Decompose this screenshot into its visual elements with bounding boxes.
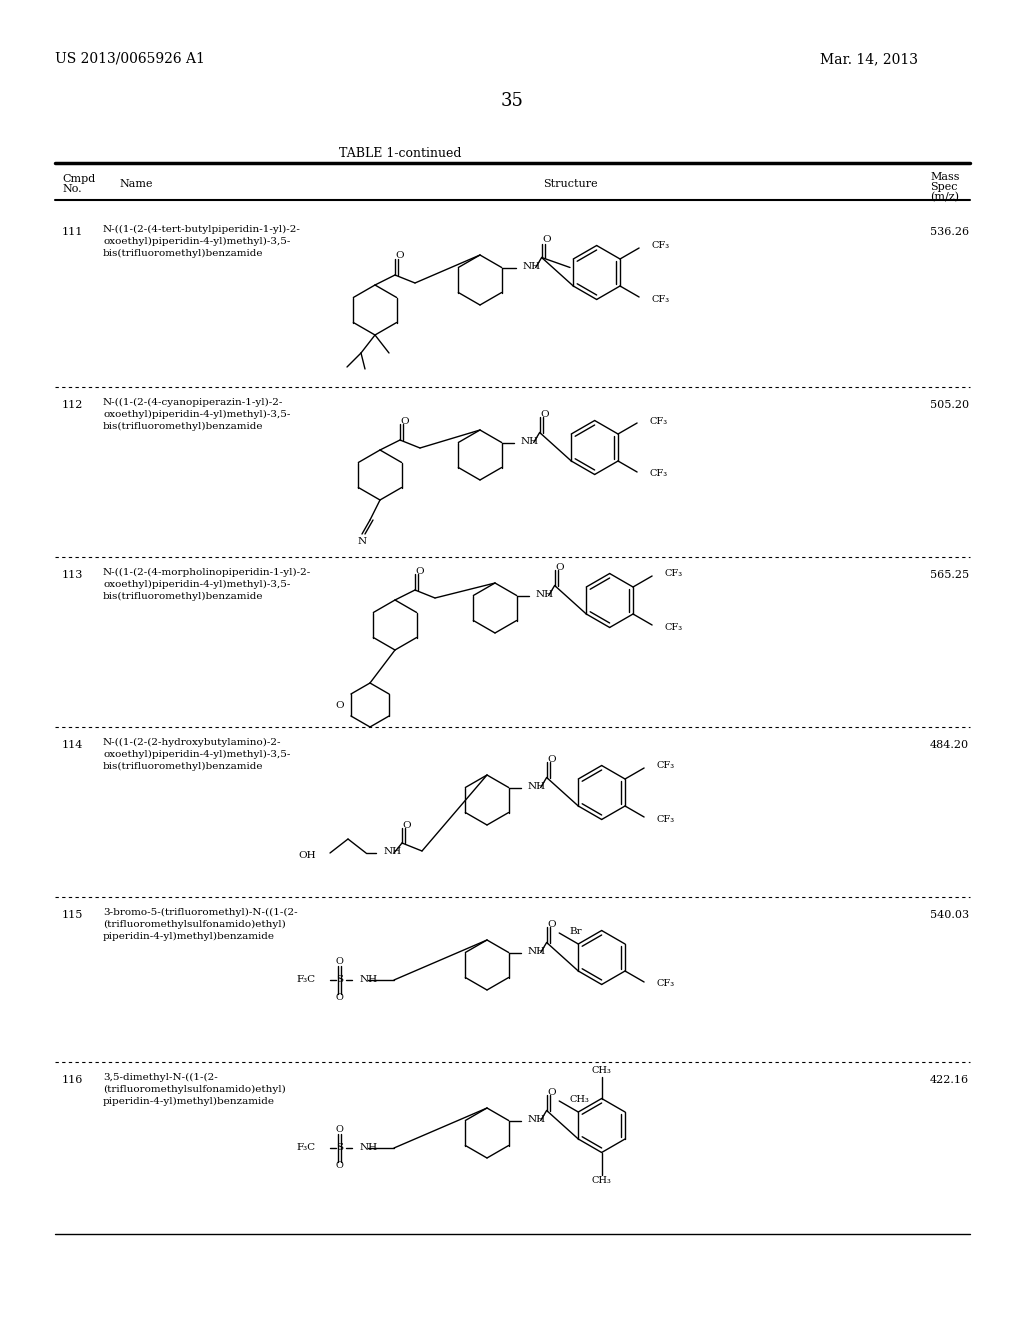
Text: (trifluoromethylsulfonamido)ethyl): (trifluoromethylsulfonamido)ethyl) <box>103 1085 286 1094</box>
Text: Name: Name <box>119 180 153 189</box>
Text: NH: NH <box>520 437 539 446</box>
Text: piperidin-4-yl)methyl)benzamide: piperidin-4-yl)methyl)benzamide <box>103 932 275 941</box>
Text: O: O <box>336 701 344 710</box>
Text: 112: 112 <box>61 400 83 411</box>
Text: N: N <box>357 537 367 546</box>
Text: 111: 111 <box>61 227 83 238</box>
Text: O: O <box>543 235 551 244</box>
Text: 540.03: 540.03 <box>930 909 969 920</box>
Text: NH: NH <box>384 847 402 857</box>
Text: NH: NH <box>527 946 546 956</box>
Text: O: O <box>395 251 404 260</box>
Text: CH₃: CH₃ <box>592 1176 611 1185</box>
Text: NH: NH <box>527 781 546 791</box>
Text: O: O <box>335 1162 343 1171</box>
Text: N-((1-(2-(4-tert-butylpiperidin-1-yl)-2-: N-((1-(2-(4-tert-butylpiperidin-1-yl)-2- <box>103 224 301 234</box>
Text: S: S <box>337 1143 344 1152</box>
Text: O: O <box>335 957 343 966</box>
Text: NH: NH <box>360 1143 378 1151</box>
Text: Br: Br <box>569 927 582 936</box>
Text: O: O <box>335 994 343 1002</box>
Text: 114: 114 <box>61 741 83 750</box>
Text: O: O <box>335 1126 343 1134</box>
Text: CF₃: CF₃ <box>656 762 674 771</box>
Text: O: O <box>400 417 410 426</box>
Text: N-((1-(2-(4-cyanopiperazin-1-yl)-2-: N-((1-(2-(4-cyanopiperazin-1-yl)-2- <box>103 399 284 407</box>
Text: N-((1-(2-(2-hydroxybutylamino)-2-: N-((1-(2-(2-hydroxybutylamino)-2- <box>103 738 282 747</box>
Text: (m/z): (m/z) <box>930 191 959 202</box>
Text: NH: NH <box>522 261 541 271</box>
Text: bis(trifluoromethyl)benzamide: bis(trifluoromethyl)benzamide <box>103 422 263 432</box>
Text: O: O <box>555 564 564 572</box>
Text: CF₃: CF₃ <box>649 417 668 425</box>
Text: 505.20: 505.20 <box>930 400 969 411</box>
Text: F₃C: F₃C <box>297 1143 316 1152</box>
Text: bis(trifluoromethyl)benzamide: bis(trifluoromethyl)benzamide <box>103 249 263 259</box>
Text: CH₃: CH₃ <box>569 1094 589 1104</box>
Text: CF₃: CF₃ <box>656 979 674 989</box>
Text: Spec: Spec <box>930 182 957 191</box>
Text: S: S <box>337 975 344 985</box>
Text: O: O <box>548 920 556 929</box>
Text: 116: 116 <box>61 1074 83 1085</box>
Text: Cmpd: Cmpd <box>62 174 95 183</box>
Text: bis(trifluoromethyl)benzamide: bis(trifluoromethyl)benzamide <box>103 762 263 771</box>
Text: Structure: Structure <box>543 180 597 189</box>
Text: 3,5-dimethyl-N-((1-(2-: 3,5-dimethyl-N-((1-(2- <box>103 1073 218 1082</box>
Text: oxoethyl)piperidin-4-yl)methyl)-3,5-: oxoethyl)piperidin-4-yl)methyl)-3,5- <box>103 238 291 246</box>
Text: O: O <box>548 755 556 764</box>
Text: NH: NH <box>536 590 554 599</box>
Text: CF₃: CF₃ <box>665 569 682 578</box>
Text: CF₃: CF₃ <box>665 623 682 631</box>
Text: 422.16: 422.16 <box>930 1074 969 1085</box>
Text: CF₃: CF₃ <box>656 814 674 824</box>
Text: oxoethyl)piperidin-4-yl)methyl)-3,5-: oxoethyl)piperidin-4-yl)methyl)-3,5- <box>103 411 291 420</box>
Text: oxoethyl)piperidin-4-yl)methyl)-3,5-: oxoethyl)piperidin-4-yl)methyl)-3,5- <box>103 750 291 759</box>
Text: CH₃: CH₃ <box>592 1067 611 1074</box>
Text: O: O <box>402 821 412 830</box>
Text: 565.25: 565.25 <box>930 570 969 579</box>
Text: CF₃: CF₃ <box>649 470 668 479</box>
Text: 536.26: 536.26 <box>930 227 969 238</box>
Text: 115: 115 <box>61 909 83 920</box>
Text: bis(trifluoromethyl)benzamide: bis(trifluoromethyl)benzamide <box>103 591 263 601</box>
Text: O: O <box>548 1088 556 1097</box>
Text: 484.20: 484.20 <box>930 741 969 750</box>
Text: TABLE 1-continued: TABLE 1-continued <box>339 147 461 160</box>
Text: piperidin-4-yl)methyl)benzamide: piperidin-4-yl)methyl)benzamide <box>103 1097 275 1106</box>
Text: Mar. 14, 2013: Mar. 14, 2013 <box>820 51 918 66</box>
Text: 113: 113 <box>61 570 83 579</box>
Text: CF₃: CF₃ <box>651 294 670 304</box>
Text: NH: NH <box>527 1115 546 1125</box>
Text: No.: No. <box>62 183 82 194</box>
Text: (trifluoromethylsulfonamido)ethyl): (trifluoromethylsulfonamido)ethyl) <box>103 920 286 929</box>
Text: Mass: Mass <box>930 172 959 182</box>
Text: N-((1-(2-(4-morpholinopiperidin-1-yl)-2-: N-((1-(2-(4-morpholinopiperidin-1-yl)-2- <box>103 568 311 577</box>
Text: OH: OH <box>298 850 316 859</box>
Text: CF₃: CF₃ <box>651 242 670 251</box>
Text: F₃C: F₃C <box>297 975 316 985</box>
Text: O: O <box>416 568 424 577</box>
Text: US 2013/0065926 A1: US 2013/0065926 A1 <box>55 51 205 66</box>
Text: 3-bromo-5-(trifluoromethyl)-N-((1-(2-: 3-bromo-5-(trifluoromethyl)-N-((1-(2- <box>103 908 298 917</box>
Text: 35: 35 <box>501 92 523 110</box>
Text: oxoethyl)piperidin-4-yl)methyl)-3,5-: oxoethyl)piperidin-4-yl)methyl)-3,5- <box>103 579 291 589</box>
Text: O: O <box>541 411 549 418</box>
Text: NH: NH <box>360 974 378 983</box>
